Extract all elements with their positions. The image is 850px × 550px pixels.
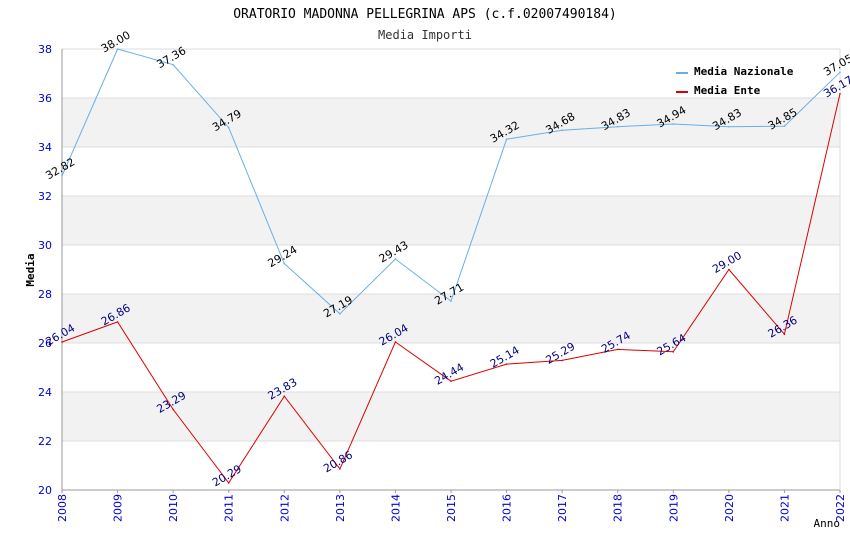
data-point: [394, 341, 397, 343]
data-label: 25.29: [544, 340, 578, 367]
chart-title: ORATORIO MADONNA PELLEGRINA APS (c.f.020…: [233, 7, 617, 22]
data-point: [283, 395, 286, 397]
chart-subtitle: Media Importi: [378, 28, 472, 42]
x-tick-label: 2018: [612, 494, 625, 522]
data-label: 37.36: [155, 44, 189, 71]
x-tick-label: 2016: [501, 494, 514, 522]
data-label: 20.29: [210, 462, 244, 489]
y-tick-label: 24: [38, 386, 52, 399]
data-label: 32.82: [43, 155, 77, 182]
y-axis-label: Media: [24, 253, 37, 286]
x-tick-label: 2010: [167, 494, 180, 522]
y-tick-label: 36: [38, 92, 52, 105]
data-point: [728, 125, 730, 128]
data-point: [450, 380, 452, 383]
legend: Media Nazionale Media Ente: [676, 65, 794, 97]
data-point: [561, 359, 563, 362]
data-label: 20.86: [321, 448, 355, 475]
data-point: [616, 348, 619, 351]
data-point: [172, 63, 174, 66]
data-point: [561, 129, 563, 132]
data-point: [505, 138, 508, 140]
y-tick-label: 22: [38, 435, 52, 448]
legend-label-media-ente: Media Ente: [694, 84, 761, 97]
y-tick-label: 34: [38, 141, 52, 154]
y-tick-labels: 20 22 24 26 28 30 32 34 36 38: [38, 43, 52, 497]
x-tick-label: 2011: [223, 494, 236, 522]
y-tick-label: 38: [38, 43, 52, 56]
grid-band: [62, 392, 840, 441]
background-bands: [62, 98, 840, 441]
x-tick-labels: 2008 2009 2010 2011 2012 2013 2014 2015 2016 2017…: [56, 490, 847, 522]
grid-band: [62, 294, 840, 343]
y-tick-label: 30: [38, 239, 52, 252]
legend-label-media-nazionale: Media Nazionale: [694, 65, 794, 78]
x-tick-label: 2013: [334, 494, 347, 522]
data-point: [116, 321, 119, 323]
data-point: [783, 125, 786, 127]
x-tick-label: 2012: [278, 494, 291, 522]
y-tick-label: 26: [38, 337, 52, 350]
x-tick-label: 2015: [445, 494, 458, 522]
data-point: [339, 313, 341, 315]
y-tick-label: 28: [38, 288, 52, 301]
data-point: [505, 363, 508, 365]
x-axis-label: Anno: [814, 517, 841, 530]
x-tick-label: 2014: [389, 494, 402, 522]
series-lines: [61, 48, 841, 484]
data-point: [394, 258, 397, 260]
data-label: 26.04: [43, 321, 77, 348]
x-tick-label: 2022: [834, 494, 847, 522]
data-point: [61, 341, 63, 343]
data-point: [783, 333, 786, 335]
data-point: [839, 71, 841, 74]
grid-band: [62, 196, 840, 245]
data-point: [450, 300, 452, 302]
data-label: 24.44: [432, 361, 466, 388]
x-tick-label: 2021: [778, 494, 791, 522]
data-point: [672, 351, 675, 353]
grid-band: [62, 98, 840, 147]
data-label: 25.14: [488, 344, 522, 371]
data-point: [283, 262, 286, 265]
y-tick-label: 20: [38, 484, 52, 497]
data-point: [172, 408, 174, 411]
data-point: [227, 126, 230, 129]
x-tick-label: 2019: [667, 494, 680, 522]
data-point: [839, 93, 841, 95]
x-tick-label: 2017: [556, 494, 569, 522]
x-tick-label: 2009: [112, 494, 125, 522]
data-point: [672, 123, 675, 125]
y-tick-label: 32: [38, 190, 52, 203]
x-tick-label: 2008: [56, 494, 69, 522]
data-label: 36.17: [821, 73, 850, 100]
x-tick-label: 2020: [723, 494, 736, 522]
data-point: [616, 125, 619, 128]
data-point: [339, 468, 341, 470]
data-point: [61, 175, 63, 177]
data-point: [728, 268, 730, 271]
data-label: 29.24: [266, 243, 300, 270]
data-point: [227, 482, 230, 484]
data-point: [116, 48, 119, 50]
